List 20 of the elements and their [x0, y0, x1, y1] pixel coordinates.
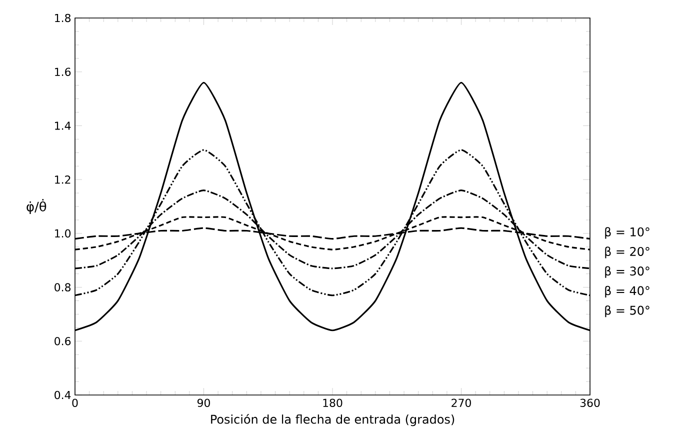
x-axis-title: Posición de la flecha de entrada (grados): [211, 414, 454, 426]
y-tick-label: 0.4: [54, 390, 71, 400]
x-tick-label: 0: [72, 398, 78, 408]
y-tick-label: 1.0: [55, 229, 71, 238]
x-tick-label: 360: [580, 398, 600, 408]
series-label: β = 20°: [605, 246, 650, 258]
y-tick-label: 0.8: [54, 283, 71, 292]
x-tick-label: 180: [323, 398, 342, 408]
series-label: β = 50°: [605, 305, 650, 318]
y-tick-label: 1.6: [55, 68, 71, 76]
y-tick-label: 0.6: [54, 337, 71, 346]
y-axis-title: φ̇/θ̇: [26, 199, 46, 214]
x-tick-label: 90: [197, 398, 210, 408]
y-tick-label: 1.4: [55, 122, 71, 130]
x-tick-label: 270: [452, 398, 471, 408]
y-tick-label: 1.2: [55, 176, 70, 184]
series-label: β = 40°: [605, 286, 650, 298]
y-tick-label: 1.8: [55, 14, 71, 22]
series-label: β = 10°: [605, 227, 650, 239]
series-label: β = 30°: [605, 266, 650, 278]
